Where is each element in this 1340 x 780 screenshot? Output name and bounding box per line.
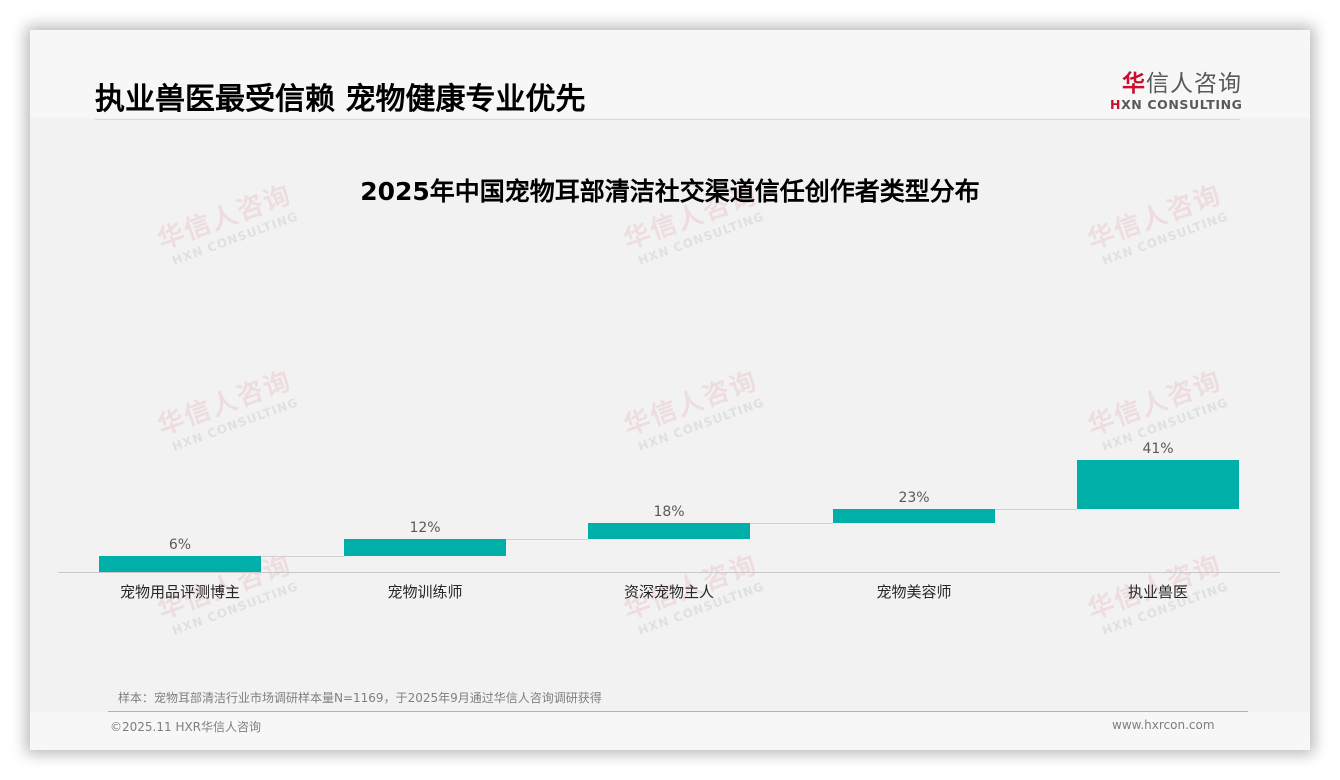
connector-line (506, 539, 588, 541)
data-label: 41% (1142, 441, 1174, 458)
category-label: 宠物用品评测博主 (119, 583, 240, 601)
bar (99, 555, 261, 572)
category-label: 资深宠物主人 (623, 583, 714, 601)
slide: 华信人咨询 HXN CONSULTING 华信人咨询 HXN CONSULTING … (30, 30, 1310, 750)
header-divider (95, 119, 1240, 120)
copyright: ©2025.11 HXR华信人咨询 (110, 720, 262, 734)
x-axis-baseline (58, 572, 1280, 573)
category-label: 宠物美容师 (876, 583, 952, 601)
header-band (30, 30, 1310, 118)
connector-line (750, 523, 833, 525)
data-label: 12% (409, 520, 441, 537)
bar (344, 539, 506, 556)
logo-cn: 华信人咨询 (1122, 71, 1242, 97)
company-logo: 华信人咨询 HXN CONSULTING (1110, 64, 1242, 112)
data-label: 23% (898, 490, 930, 507)
category-label: 宠物训练师 (387, 583, 463, 601)
footer-divider (108, 711, 1248, 712)
data-label: 6% (168, 536, 192, 553)
connector-line (995, 509, 1077, 511)
footer-band (30, 712, 1310, 750)
page-title: 执业兽医最受信赖 宠物健康专业优先 (95, 82, 586, 117)
logo-en: HXN CONSULTING (1110, 97, 1243, 112)
category-label: 执业兽医 (1127, 583, 1188, 601)
waterfall-chart: 6% 宠物用品评测博主 12% 宠物训练师 18% 资深宠物主人 23% 宠物美容师 41% 执业… (30, 30, 1310, 750)
bar (1077, 460, 1239, 510)
data-label: 18% (653, 504, 685, 521)
website-link[interactable]: www.hxrcon.com (1112, 718, 1215, 732)
bar (588, 523, 750, 540)
connector-line (261, 555, 344, 557)
bar (833, 509, 995, 524)
sample-note: 样本：宠物耳部清洁行业市场调研样本量N=1169，于2025年9月通过华信人咨询… (118, 691, 602, 705)
chart-title: 2025年中国宠物耳部清洁社交渠道信任创作者类型分布 (360, 177, 980, 206)
